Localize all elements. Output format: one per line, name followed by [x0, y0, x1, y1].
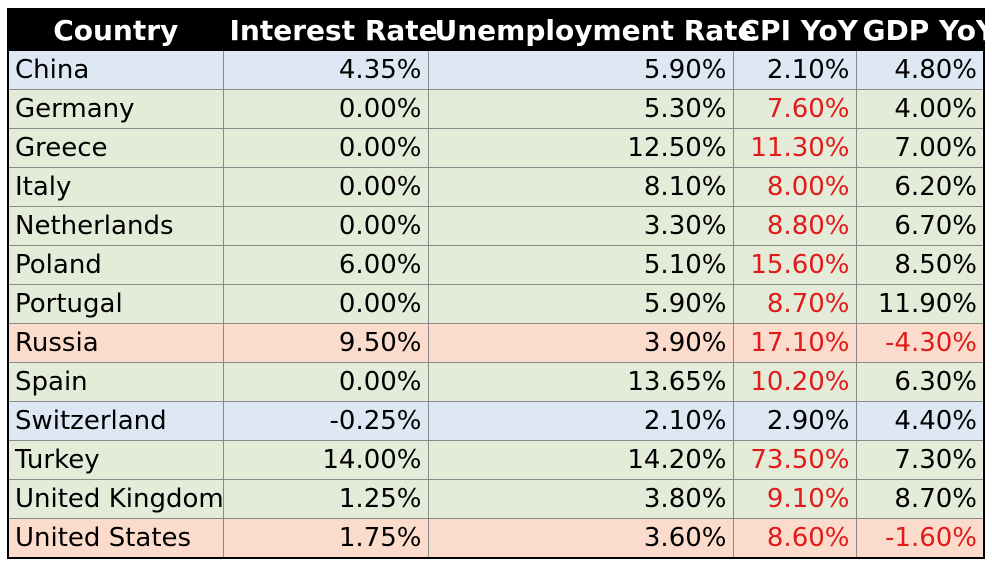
gdp-yoy-cell: 7.30%: [855, 440, 985, 480]
cpi-yoy-cell: 73.50%: [732, 440, 857, 480]
table-row: Switzerland -0.25% 2.10% 2.90% 4.40%: [7, 401, 985, 441]
table-row: Spain 0.00% 13.65% 10.20% 6.30%: [7, 362, 985, 402]
unemployment-rate-cell: 2.10%: [427, 401, 734, 441]
unemployment-rate-cell: 5.90%: [427, 284, 734, 324]
cpi-yoy-cell: 7.60%: [732, 89, 857, 129]
column-header-interest-rate: Interest Rate: [222, 8, 438, 51]
header-row: Country Interest Rate Unemployment Rate …: [7, 8, 992, 51]
unemployment-rate-cell: 5.10%: [427, 245, 734, 285]
cpi-yoy-cell: 8.80%: [732, 206, 857, 246]
interest-rate-cell: 1.75%: [222, 518, 429, 558]
table-row: United States 1.75% 3.60% 8.60% -1.60%: [7, 518, 985, 558]
interest-rate-cell: 1.25%: [222, 479, 429, 519]
cpi-yoy-cell: 8.00%: [732, 167, 857, 207]
interest-rate-cell: 0.00%: [222, 89, 429, 129]
unemployment-rate-cell: 14.20%: [427, 440, 734, 480]
table-row: Italy 0.00% 8.10% 8.00% 6.20%: [7, 167, 985, 207]
gdp-yoy-cell: 4.40%: [855, 401, 985, 441]
interest-rate-cell: -0.25%: [222, 401, 429, 441]
gdp-yoy-cell: 6.20%: [855, 167, 985, 207]
gdp-yoy-cell: 7.00%: [855, 128, 985, 168]
table-row: Portugal 0.00% 5.90% 8.70% 11.90%: [7, 284, 985, 324]
interest-rate-cell: 0.00%: [222, 206, 429, 246]
country-cell: Germany: [7, 89, 224, 129]
table-row: Netherlands 0.00% 3.30% 8.80% 6.70%: [7, 206, 985, 246]
unemployment-rate-cell: 5.90%: [427, 50, 734, 90]
column-header-cpi-yoy: CPI YoY: [732, 8, 858, 51]
unemployment-rate-cell: 3.60%: [427, 518, 734, 558]
country-cell: Greece: [7, 128, 224, 168]
country-cell: Portugal: [7, 284, 224, 324]
gdp-yoy-cell: 8.70%: [855, 479, 985, 519]
economic-indicators-table-wrapper: Country Interest Rate Unemployment Rate …: [7, 8, 992, 568]
unemployment-rate-cell: 13.65%: [427, 362, 734, 402]
unemployment-rate-cell: 3.30%: [427, 206, 734, 246]
country-cell: Netherlands: [7, 206, 224, 246]
cpi-yoy-cell: 11.30%: [732, 128, 857, 168]
cpi-yoy-cell: 2.10%: [732, 50, 857, 90]
country-cell: Switzerland: [7, 401, 224, 441]
table-body: China 4.35% 5.90% 2.10% 4.80% Germany 0.…: [7, 50, 985, 558]
country-cell: Spain: [7, 362, 224, 402]
table-row: Russia 9.50% 3.90% 17.10% -4.30%: [7, 323, 985, 363]
interest-rate-cell: 0.00%: [222, 167, 429, 207]
table-row: Poland 6.00% 5.10% 15.60% 8.50%: [7, 245, 985, 285]
cpi-yoy-cell: 15.60%: [732, 245, 857, 285]
cpi-yoy-cell: 17.10%: [732, 323, 857, 363]
unemployment-rate-cell: 8.10%: [427, 167, 734, 207]
unemployment-rate-cell: 12.50%: [427, 128, 734, 168]
interest-rate-cell: 14.00%: [222, 440, 429, 480]
interest-rate-cell: 6.00%: [222, 245, 429, 285]
table-row: United Kingdom 1.25% 3.80% 9.10% 8.70%: [7, 479, 985, 519]
unemployment-rate-cell: 5.30%: [427, 89, 734, 129]
country-cell: Italy: [7, 167, 224, 207]
column-header-gdp-yoy: GDP YoY: [855, 8, 992, 51]
country-cell: Turkey: [7, 440, 224, 480]
economic-indicators-table: Country Interest Rate Unemployment Rate …: [7, 8, 992, 559]
gdp-yoy-cell: 11.90%: [855, 284, 985, 324]
unemployment-rate-cell: 3.80%: [427, 479, 734, 519]
interest-rate-cell: 4.35%: [222, 50, 429, 90]
gdp-yoy-cell: 4.00%: [855, 89, 985, 129]
country-cell: United States: [7, 518, 224, 558]
gdp-yoy-cell: -4.30%: [855, 323, 985, 363]
country-cell: Poland: [7, 245, 224, 285]
gdp-yoy-cell: 6.70%: [855, 206, 985, 246]
cpi-yoy-cell: 2.90%: [732, 401, 857, 441]
interest-rate-cell: 0.00%: [222, 128, 429, 168]
cpi-yoy-cell: 8.60%: [732, 518, 857, 558]
country-cell: Russia: [7, 323, 224, 363]
gdp-yoy-cell: 4.80%: [855, 50, 985, 90]
cpi-yoy-cell: 10.20%: [732, 362, 857, 402]
column-header-country: Country: [7, 8, 224, 51]
interest-rate-cell: 9.50%: [222, 323, 429, 363]
gdp-yoy-cell: 8.50%: [855, 245, 985, 285]
interest-rate-cell: 0.00%: [222, 284, 429, 324]
gdp-yoy-cell: 6.30%: [855, 362, 985, 402]
country-cell: United Kingdom: [7, 479, 224, 519]
table-row: Turkey 14.00% 14.20% 73.50% 7.30%: [7, 440, 985, 480]
table-row: Greece 0.00% 12.50% 11.30% 7.00%: [7, 128, 985, 168]
gdp-yoy-cell: -1.60%: [855, 518, 985, 558]
country-cell: China: [7, 50, 224, 90]
table-row: China 4.35% 5.90% 2.10% 4.80%: [7, 50, 985, 90]
unemployment-rate-cell: 3.90%: [427, 323, 734, 363]
column-header-unemployment-rate: Unemployment Rate: [427, 8, 757, 51]
table-row: Germany 0.00% 5.30% 7.60% 4.00%: [7, 89, 985, 129]
table-header: Country Interest Rate Unemployment Rate …: [7, 8, 992, 51]
interest-rate-cell: 0.00%: [222, 362, 429, 402]
cpi-yoy-cell: 9.10%: [732, 479, 857, 519]
cpi-yoy-cell: 8.70%: [732, 284, 857, 324]
